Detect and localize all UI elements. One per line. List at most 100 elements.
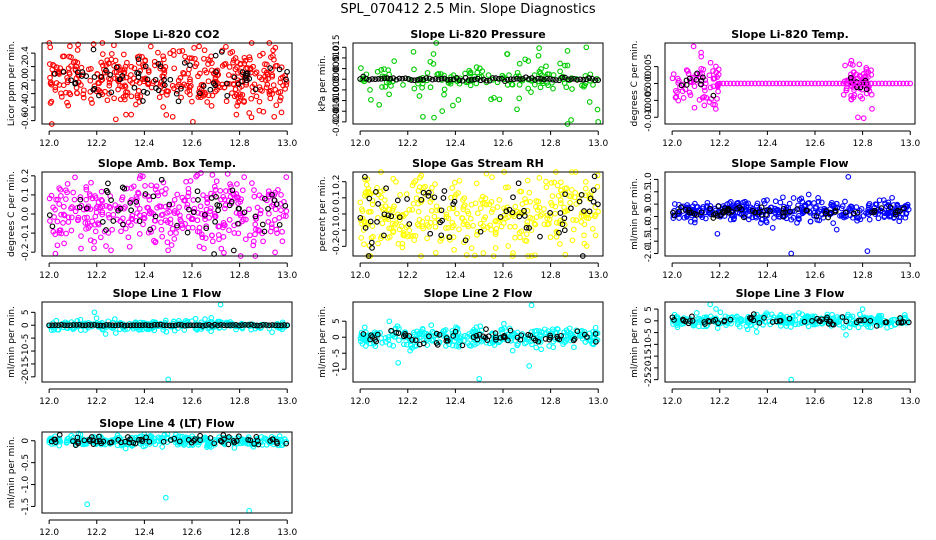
data-point [426, 75, 433, 82]
data-point [73, 322, 80, 328]
data-point [568, 205, 574, 212]
data-point [358, 65, 364, 71]
data-point [437, 219, 443, 226]
data-point [582, 339, 589, 345]
data-point [49, 223, 56, 230]
data-point [205, 78, 212, 85]
data-point [218, 322, 224, 328]
y-tick-label: 0.1 [332, 191, 342, 205]
data-point [541, 76, 547, 83]
data-point [538, 346, 545, 353]
data-point [218, 49, 225, 55]
data-point [544, 215, 550, 222]
data-point [407, 233, 413, 239]
data-point [164, 219, 171, 225]
data-point [226, 64, 233, 70]
data-point [734, 80, 741, 87]
data-point [60, 220, 66, 226]
data-point [250, 443, 257, 450]
y-tick-label: -1.5 [644, 232, 654, 250]
x-tick-label: 13.0 [277, 139, 297, 149]
data-point [762, 312, 769, 318]
data-point [406, 333, 413, 339]
x-tick-label: 12.4 [134, 139, 154, 149]
y-tick-label: 0.015 [332, 34, 342, 60]
data-point [433, 203, 440, 210]
data-point [209, 232, 215, 239]
data-point [842, 209, 849, 216]
data-point [480, 250, 487, 256]
data-point [203, 225, 210, 232]
data-point [723, 80, 730, 87]
data-point [99, 209, 106, 216]
data-point [435, 70, 442, 77]
data-point [361, 324, 368, 331]
data-point [535, 52, 542, 59]
data-point [104, 97, 111, 104]
data-point [357, 335, 364, 342]
data-point [583, 76, 590, 83]
data-point [501, 78, 508, 84]
data-point [396, 226, 403, 233]
data-point [267, 65, 274, 71]
data-point [418, 172, 425, 179]
data-point [245, 434, 252, 441]
data-point [557, 200, 564, 206]
data-point [166, 322, 173, 329]
y-tick-label: -5 [332, 349, 342, 358]
data-point [788, 216, 795, 223]
data-point [212, 82, 218, 89]
data-point [715, 88, 721, 95]
data-point [88, 179, 94, 186]
data-point [847, 206, 854, 213]
x-tick-label: 12.0 [350, 271, 370, 281]
data-point [283, 76, 289, 83]
y-tick-label: -0.015 [332, 97, 342, 126]
data-point [525, 85, 532, 92]
data-point [842, 212, 849, 219]
data-point [536, 45, 542, 51]
data-point [431, 330, 437, 336]
data-point [439, 108, 446, 114]
data-point [753, 323, 759, 330]
data-point [361, 241, 367, 248]
data-point [516, 81, 523, 88]
data-point [715, 203, 722, 210]
data-point [136, 231, 143, 237]
data-point [763, 211, 769, 218]
data-point [776, 318, 783, 324]
data-point [727, 80, 734, 87]
data-point [259, 88, 265, 94]
data-point [734, 205, 740, 212]
data-point [693, 77, 700, 83]
data-point [161, 77, 167, 83]
data-point [537, 339, 544, 345]
data-point [554, 182, 561, 189]
data-point [266, 322, 273, 329]
x-tick-label: 12.6 [805, 271, 825, 281]
data-point [574, 77, 580, 83]
data-point [64, 189, 70, 196]
data-point [706, 99, 713, 105]
data-point [902, 314, 909, 321]
data-point [163, 322, 170, 329]
data-point [698, 49, 704, 56]
data-point [464, 208, 471, 215]
x-tick-label: 12.8 [541, 271, 561, 281]
data-point [840, 91, 847, 98]
data-point [551, 179, 558, 186]
data-point [833, 80, 840, 87]
data-point [450, 102, 456, 109]
data-point [826, 80, 832, 87]
data-point [140, 88, 147, 95]
data-point [869, 209, 875, 216]
data-point [91, 85, 98, 92]
data-point [142, 63, 149, 70]
data-point [100, 322, 107, 329]
data-point [221, 249, 227, 256]
data-point [528, 302, 535, 309]
data-point [83, 186, 90, 193]
data-point [212, 187, 219, 193]
data-point [197, 90, 203, 97]
data-point [235, 230, 242, 237]
